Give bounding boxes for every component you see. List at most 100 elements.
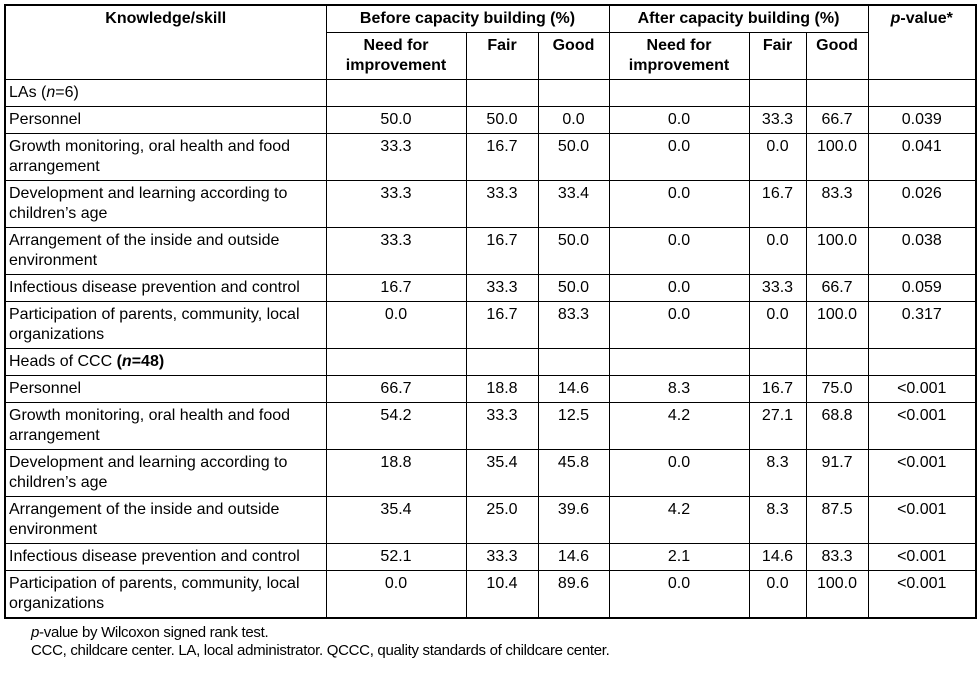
section-n-italic: n [46,84,56,101]
cell-before-fair: 16.7 [465,227,539,275]
cell-p-value: 0.026 [867,180,977,228]
table-row: Development and learning according to ch… [4,180,977,228]
cell-after-need: 4.2 [608,496,750,544]
cell-after-fair: 0.0 [748,133,807,181]
cell-p-value-empty [867,348,977,376]
cell-after-fair: 0.0 [748,570,807,619]
cell-after-good-empty [805,348,869,376]
cell-p-value: <0.001 [867,402,977,450]
cell-before-need: 50.0 [325,106,467,134]
cell-after-good: 100.0 [805,570,869,619]
table-row: Growth monitoring, oral health and food … [4,402,977,450]
footnote-abbreviations: CCC, childcare center. LA, local adminis… [31,642,610,659]
cell-after-good-empty [805,79,869,107]
cell-before-need: 52.1 [325,543,467,571]
cell-p-value: 0.317 [867,301,977,349]
cell-p-value-empty [867,79,977,107]
cell-p-value: 0.038 [867,227,977,275]
cell-after-good: 83.3 [805,543,869,571]
cell-before-fair: 33.3 [465,543,539,571]
cell-after-need: 0.0 [608,227,750,275]
row-label: Participation of parents, community, loc… [4,570,327,619]
cell-before-good: 14.6 [537,543,610,571]
cell-before-fair: 50.0 [465,106,539,134]
cell-before-good: 14.6 [537,375,610,403]
cell-p-value: 0.039 [867,106,977,134]
cell-before-good: 83.3 [537,301,610,349]
cell-before-fair-empty [465,79,539,107]
cell-after-need: 0.0 [608,274,750,302]
cell-p-value: 0.059 [867,274,977,302]
cell-before-fair: 16.7 [465,133,539,181]
p-value-rest: -value* [900,10,953,27]
cell-before-fair: 16.7 [465,301,539,349]
cell-before-good-empty [537,79,610,107]
cell-before-good-empty [537,348,610,376]
footnotes: p-value by Wilcoxon signed rank test. CC… [31,624,975,660]
row-label: Arrangement of the inside and outside en… [4,496,327,544]
row-label: Participation of parents, community, loc… [4,301,327,349]
cell-after-need-empty [608,348,750,376]
cell-after-fair-empty [748,79,807,107]
cell-after-need: 0.0 [608,449,750,497]
cell-p-value: <0.001 [867,449,977,497]
section-n-group: (n=48) [117,353,165,370]
cell-after-fair: 16.7 [748,180,807,228]
section-label-pre: LAs [9,84,42,101]
cell-after-need: 0.0 [608,133,750,181]
section-row: Heads of CCC (n=48) [4,348,977,376]
table-row: Personnel 66.7 18.8 14.6 8.3 16.7 75.0 <0.001 [4,375,977,403]
cell-after-need: 0.0 [608,106,750,134]
cell-before-need: 66.7 [325,375,467,403]
cell-after-fair: 8.3 [748,496,807,544]
cell-after-fair: 8.3 [748,449,807,497]
col-header-before-good: Good [537,32,610,80]
cell-before-good: 50.0 [537,133,610,181]
cell-p-value: <0.001 [867,496,977,544]
cell-before-need: 0.0 [325,301,467,349]
table-row: Infectious disease prevention and contro… [4,543,977,571]
cell-before-good: 45.8 [537,449,610,497]
cell-after-fair: 33.3 [748,274,807,302]
table-row: Personnel 50.0 50.0 0.0 0.0 33.3 66.7 0.039 [4,106,977,134]
cell-before-need: 35.4 [325,496,467,544]
cell-before-fair: 35.4 [465,449,539,497]
section-n-group: (n=6) [41,84,79,101]
cell-after-good: 66.7 [805,106,869,134]
cell-before-need-empty [325,348,467,376]
cell-after-need: 0.0 [608,301,750,349]
cell-before-fair: 25.0 [465,496,539,544]
row-label: Growth monitoring, oral health and food … [4,133,327,181]
section-n-value: =48) [131,353,165,370]
cell-before-good: 12.5 [537,402,610,450]
cell-after-need: 0.0 [608,570,750,619]
cell-after-good: 87.5 [805,496,869,544]
row-label: Arrangement of the inside and outside en… [4,227,327,275]
cell-after-need: 2.1 [608,543,750,571]
cell-before-need-empty [325,79,467,107]
col-header-knowledge-skill: Knowledge/skill [4,4,327,80]
cell-before-need: 18.8 [325,449,467,497]
section-n-italic: n [121,353,132,370]
cell-before-fair: 18.8 [465,375,539,403]
col-header-after-fair: Fair [748,32,807,80]
cell-before-good: 50.0 [537,227,610,275]
table-row: Infectious disease prevention and contro… [4,274,977,302]
cell-after-good: 75.0 [805,375,869,403]
table-row: Participation of parents, community, loc… [4,570,977,619]
table-row: Development and learning according to ch… [4,449,977,497]
cell-after-good: 68.8 [805,402,869,450]
table-row: Growth monitoring, oral health and food … [4,133,977,181]
cell-p-value: <0.001 [867,543,977,571]
section-label-pre: Heads of CCC [9,353,117,370]
col-header-after-good: Good [805,32,869,80]
section-paren-open: ( [116,353,122,370]
cell-after-good: 100.0 [805,227,869,275]
cell-before-fair: 33.3 [465,180,539,228]
cell-before-good: 33.4 [537,180,610,228]
cell-after-good: 83.3 [805,180,869,228]
table-row: Arrangement of the inside and outside en… [4,227,977,275]
cell-after-fair: 16.7 [748,375,807,403]
cell-before-good: 50.0 [537,274,610,302]
